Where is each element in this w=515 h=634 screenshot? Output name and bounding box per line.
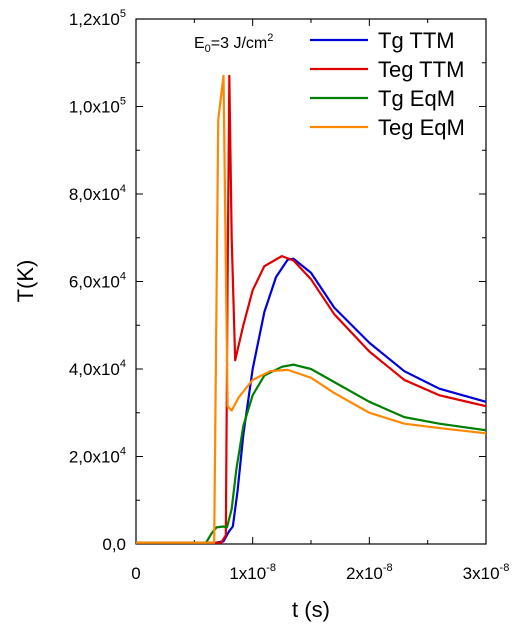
y-tick-label: 2,0x104 [69,446,126,467]
y-tick-label: 0,0 [102,535,126,554]
y-tick-label: 4,0x104 [69,358,126,379]
y-tick-labels: 0,0 2,0x104 4,0x104 6,0x104 8,0x104 1,0x105 1,… [69,8,126,554]
series-lines [136,74,487,544]
series-line-teg-eqm [136,74,487,544]
x-tick-label: 0 [131,564,140,583]
legend-label-tg-ttm: Tg TTM [378,28,455,53]
energy-annotation: E0=3 J/cm2 [194,32,273,55]
y-tick-label: 8,0x104 [69,183,126,204]
legend-label-teg-eqm: Teg EqM [378,115,465,140]
plot-area [135,18,487,545]
axis-ticks [135,18,487,545]
x-tick-label: 1x10-8 [229,562,276,583]
series-line-tg-ttm [136,257,487,544]
legend: Tg TTM Teg TTM Tg EqM Teg EqM [310,28,465,140]
x-tick-label: 3x10-8 [463,562,510,583]
legend-label-tg-eqm: Tg EqM [378,86,455,111]
y-axis-title: T(K) [13,260,38,303]
series-line-tg-eqm [136,363,487,544]
x-tick-labels: 0 1x10-8 2x10-8 3x10-8 [131,562,509,583]
x-tick-label: 2x10-8 [346,562,393,583]
x-axis-title: t (s) [292,597,330,622]
legend-label-teg-ttm: Teg TTM [378,57,464,82]
y-tick-label: 6,0x104 [69,271,126,292]
y-tick-label: 1,2x105 [69,8,126,29]
y-tick-label: 1,0x105 [69,96,126,117]
